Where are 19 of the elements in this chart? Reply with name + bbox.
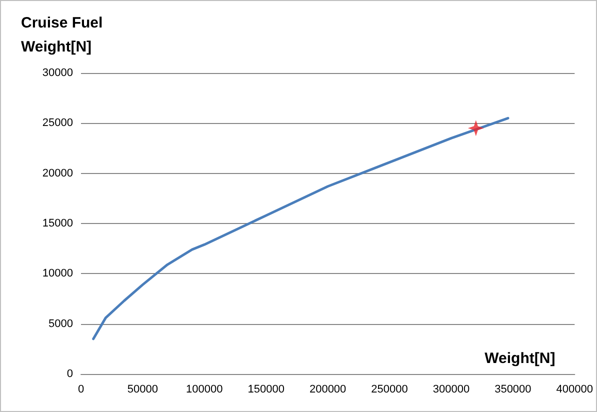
x-tick-label: 0 [78, 384, 84, 396]
x-tick-label: 50000 [127, 384, 158, 396]
x-tick-label: 150000 [248, 384, 284, 396]
y-tick-label: 25000 [42, 117, 73, 130]
y-tick-label: 10000 [42, 268, 73, 280]
y-tick-label: 5000 [48, 318, 73, 330]
x-tick-label: 200000 [309, 384, 346, 396]
x-tick-label: 250000 [371, 384, 408, 396]
y-tick-label: 30000 [42, 67, 73, 79]
x-tick-label: 100000 [186, 384, 223, 396]
y-tick-label: 20000 [42, 167, 73, 180]
x-axis-title: Weight[N] [484, 350, 556, 367]
y-tick-label: 0 [66, 368, 73, 380]
x-tick-label: 300000 [432, 384, 470, 396]
y-axis-title: Cruise Fuel Weight[N] [21, 14, 103, 56]
line-series [92, 116, 510, 340]
x-tick-label: 350000 [494, 384, 532, 396]
y-tick-label: 15000 [42, 218, 73, 230]
x-tick-label: 400000 [556, 384, 594, 396]
